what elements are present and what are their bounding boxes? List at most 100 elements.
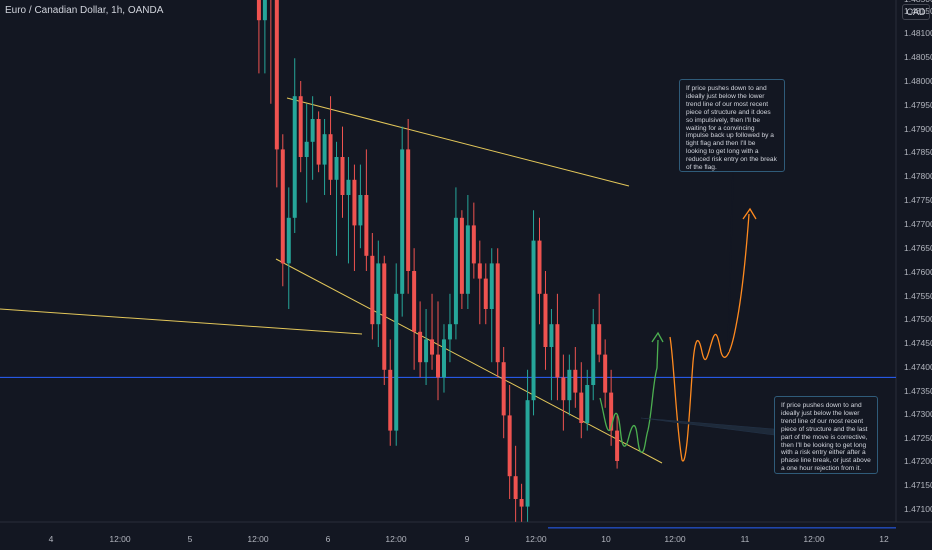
candle[interactable] xyxy=(382,255,387,385)
green-arrowhead[interactable] xyxy=(651,331,664,343)
candle[interactable] xyxy=(430,293,435,370)
candle[interactable] xyxy=(471,202,476,279)
horizontal-levels[interactable] xyxy=(0,376,896,529)
candle[interactable] xyxy=(543,271,548,370)
candle[interactable] xyxy=(418,301,423,378)
candle[interactable] xyxy=(579,362,584,439)
orange-projection-path[interactable] xyxy=(669,213,750,462)
time-tick-label: 10 xyxy=(601,534,611,544)
candle-body xyxy=(543,293,548,347)
candle[interactable] xyxy=(609,369,614,446)
trendlines[interactable] xyxy=(0,97,663,464)
candle[interactable] xyxy=(513,445,518,522)
candle[interactable] xyxy=(441,324,446,393)
candle[interactable] xyxy=(501,347,506,439)
candle[interactable] xyxy=(322,119,327,195)
candle[interactable] xyxy=(549,309,554,401)
candle[interactable] xyxy=(328,96,333,195)
candle-body xyxy=(471,225,476,264)
candle[interactable] xyxy=(340,126,345,218)
time-tick-label: 12:00 xyxy=(664,534,686,544)
candle[interactable] xyxy=(352,164,357,271)
candle[interactable] xyxy=(286,187,291,309)
candle[interactable] xyxy=(406,119,411,294)
annotation-note-1[interactable]: If price pushes down to and ideally just… xyxy=(679,79,785,172)
candle-body xyxy=(609,392,614,431)
candle[interactable] xyxy=(531,210,536,416)
candle[interactable] xyxy=(262,0,267,74)
candle[interactable] xyxy=(280,134,285,287)
candle-body xyxy=(585,385,590,423)
candle[interactable] xyxy=(453,187,458,340)
candle[interactable] xyxy=(525,369,530,522)
candle[interactable] xyxy=(561,354,566,431)
time-tick-label: 9 xyxy=(465,534,470,544)
price-axis[interactable]: 1.48500 1.48150 1.48100 1.48050 1.48000 1.479… xyxy=(895,0,932,522)
candle[interactable] xyxy=(376,240,381,347)
candle[interactable] xyxy=(537,217,542,325)
orange-arrowhead[interactable] xyxy=(742,207,757,220)
price-tick-label: 1.48500 xyxy=(904,0,932,4)
candle[interactable] xyxy=(310,96,315,180)
candle[interactable] xyxy=(603,339,608,408)
candle[interactable] xyxy=(424,309,429,385)
candle[interactable] xyxy=(334,141,339,256)
candle[interactable] xyxy=(400,126,405,317)
lower-trendline[interactable] xyxy=(275,258,663,464)
candle-body xyxy=(256,0,261,21)
candle[interactable] xyxy=(483,263,488,325)
candles xyxy=(256,0,620,522)
candle[interactable] xyxy=(555,293,560,401)
candle[interactable] xyxy=(412,248,417,370)
candle-body xyxy=(597,324,602,355)
candle[interactable] xyxy=(269,0,273,104)
candle-body xyxy=(615,430,620,461)
candle[interactable] xyxy=(585,369,590,431)
candle[interactable] xyxy=(459,210,464,309)
candle[interactable] xyxy=(436,301,441,401)
candle[interactable] xyxy=(388,339,393,446)
candle[interactable] xyxy=(394,263,399,446)
candle[interactable] xyxy=(256,0,261,74)
candle[interactable] xyxy=(465,195,470,309)
candle[interactable] xyxy=(495,248,500,378)
green-projection-path[interactable] xyxy=(599,339,659,453)
projection-drawings[interactable] xyxy=(599,171,775,462)
candle-body xyxy=(406,149,411,271)
candle[interactable] xyxy=(304,103,309,203)
candle-body xyxy=(358,195,363,226)
price-tick-label: 1.48100 xyxy=(904,28,932,38)
candle[interactable] xyxy=(597,293,602,363)
candle[interactable] xyxy=(573,347,578,408)
candle[interactable] xyxy=(477,240,482,325)
note1-callout-line xyxy=(727,171,734,353)
candle[interactable] xyxy=(292,58,297,233)
candle-body xyxy=(561,377,566,401)
candle[interactable] xyxy=(316,111,321,173)
currency-badge[interactable]: CAD xyxy=(902,4,930,20)
left-trendline[interactable] xyxy=(0,308,363,335)
upper-trendline[interactable] xyxy=(286,97,630,187)
time-axis[interactable]: 4 12:00 5 12:00 6 12:00 9 12:00 10 12:00 11 12:00 12 xyxy=(0,521,932,544)
candle[interactable] xyxy=(370,233,375,340)
candle[interactable] xyxy=(615,415,620,469)
candle[interactable] xyxy=(298,81,303,173)
candle[interactable] xyxy=(364,149,369,271)
candle[interactable] xyxy=(567,354,572,416)
candle[interactable] xyxy=(358,164,363,249)
candle[interactable] xyxy=(519,483,524,522)
price-tick-label: 1.47200 xyxy=(904,456,932,466)
symbol-title: Euro / Canadian Dollar, 1h, OANDA xyxy=(5,5,164,16)
candle-body xyxy=(412,271,417,332)
candle[interactable] xyxy=(346,157,351,264)
candle[interactable] xyxy=(489,248,494,363)
candle-body xyxy=(394,293,399,431)
candle[interactable] xyxy=(591,309,596,401)
candle[interactable] xyxy=(274,0,279,188)
annotation-note-2[interactable]: If price pushes down to and ideally just… xyxy=(774,396,878,474)
candle-body xyxy=(441,339,446,378)
candle[interactable] xyxy=(507,385,512,499)
candle[interactable] xyxy=(447,293,452,363)
candle-body xyxy=(262,0,267,21)
